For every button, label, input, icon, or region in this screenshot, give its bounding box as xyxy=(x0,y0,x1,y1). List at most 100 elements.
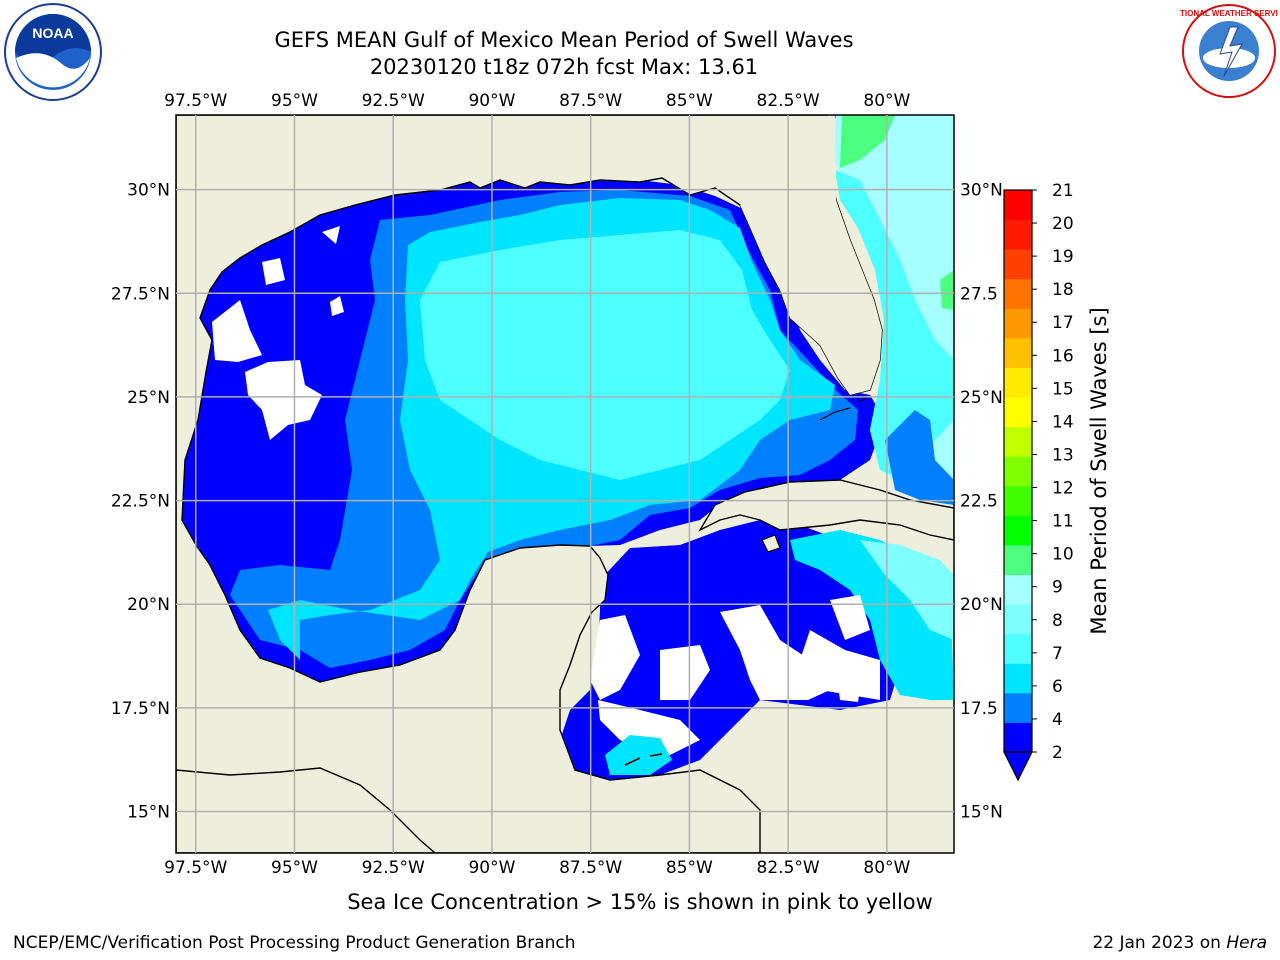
land-florida-fill-fix xyxy=(740,115,882,395)
colorbar-frame xyxy=(1003,189,1033,753)
field-atlantic-green xyxy=(840,115,954,310)
colorbar-segment xyxy=(1004,337,1032,368)
colorbar-tick-label: 4 xyxy=(1052,710,1063,730)
colorbar: 2 4 6 7 8 9 10 11 12 13 14 15 16 17 18 19 20 21 Mean Perio… xyxy=(1003,181,1111,782)
land-keys xyxy=(819,397,867,421)
y-tick-label-left: 27.5°N xyxy=(111,284,170,304)
colorbar-segment xyxy=(1004,249,1032,280)
colorbar-segment xyxy=(1004,308,1032,339)
map-layer xyxy=(176,115,954,853)
x-tick-label-top: 90°W xyxy=(468,91,515,111)
y-tick-label-right: 27.5 xyxy=(960,284,998,304)
pacific-coastline xyxy=(176,767,436,853)
colorbar-segment xyxy=(1004,722,1032,753)
x-tick-label-top: 85°W xyxy=(666,91,713,111)
colorbar-segment xyxy=(1004,633,1032,664)
land-cuba xyxy=(698,479,954,541)
grid-layer xyxy=(176,115,954,853)
nws-logo-text: NATIONAL WEATHER SERVICE xyxy=(1180,9,1278,18)
colorbar-tick-label: 14 xyxy=(1052,412,1074,432)
colorbar-segment xyxy=(1004,515,1032,546)
credit-text: NCEP/EMC/Verification Post Processing Pr… xyxy=(13,933,576,953)
y-tick-label-left: 15°N xyxy=(127,803,170,823)
colorbar-segment xyxy=(1004,485,1032,516)
y-tick-label-left: 25°N xyxy=(127,388,170,408)
colorbar-segment xyxy=(1004,190,1032,221)
x-tick-label-bottom: 82.5°W xyxy=(757,858,820,878)
colorbar-tick-label: 8 xyxy=(1052,611,1063,631)
colorbar-segment xyxy=(1004,574,1032,605)
field-caribbean-south-cyan xyxy=(605,735,672,775)
colorbar-tick-label: 19 xyxy=(1052,247,1074,267)
y-tick-label-right: 25°N xyxy=(960,388,1003,408)
colorbar-segment xyxy=(1004,692,1032,723)
colorbar-tick-label: 21 xyxy=(1052,181,1074,201)
x-tick-label-top: 82.5°W xyxy=(757,91,820,111)
colorbar-extend-arrow xyxy=(1003,751,1033,782)
colorbar-tick-label: 2 xyxy=(1052,743,1063,763)
colorbar-tick-label: 10 xyxy=(1052,545,1074,565)
y-tick-label-left: 20°N xyxy=(127,595,170,615)
x-tick-label-bottom: 90°W xyxy=(468,858,515,878)
colorbar-tick-label: 7 xyxy=(1052,644,1063,664)
x-tick-label-bottom: 87.5°W xyxy=(559,858,622,878)
nws-logo: NATIONAL WEATHER SERVICE xyxy=(1180,4,1278,98)
x-tick-label-top: 80°W xyxy=(863,91,910,111)
field-caribbean-nodata xyxy=(590,595,880,760)
colorbar-segment xyxy=(1004,604,1032,635)
colorbar-segment xyxy=(1004,219,1032,250)
y-tick-label-left: 17.5°N xyxy=(111,699,170,719)
colorbar-tick-label: 9 xyxy=(1052,578,1063,598)
noaa-logo: NOAA xyxy=(4,3,102,101)
colorbar-segment xyxy=(1004,367,1032,398)
colorbar-tick-label: 16 xyxy=(1052,346,1074,366)
x-tick-label-top: 87.5°W xyxy=(559,91,622,111)
noaa-logo-text: NOAA xyxy=(32,25,73,41)
colorbar-tick-label: 15 xyxy=(1052,379,1074,399)
colorbar-tick-label: 11 xyxy=(1052,512,1074,532)
x-tick-label-bottom: 92.5°W xyxy=(362,858,425,878)
field-atlantic-cyan xyxy=(835,170,954,480)
x-tick-label-bottom: 85°W xyxy=(666,858,713,878)
colorbar-tick-label: 13 xyxy=(1052,445,1074,465)
x-tick-label-top: 95°W xyxy=(271,91,318,111)
x-tick-label-bottom: 97.5°W xyxy=(164,858,227,878)
date-text: 22 Jan 2023 on xyxy=(1092,933,1227,953)
y-tick-label-left: 30°N xyxy=(127,181,170,201)
field-gulf-light-cyan xyxy=(420,230,790,480)
tick-layer: 97.5°W 97.5°W 95°W 95°W 92.5°W 92.5°W 90°W 90°W… xyxy=(111,91,1003,878)
field-caribbean-light xyxy=(860,540,954,640)
y-tick-label-left: 22.5°N xyxy=(111,492,170,512)
colorbar-tick-label: 17 xyxy=(1052,313,1074,333)
x-tick-label-top: 97.5°W xyxy=(164,91,227,111)
colorbar-tick-label: 12 xyxy=(1052,479,1074,499)
colorbar-tick-label: 6 xyxy=(1052,677,1063,697)
machine-name: Hera xyxy=(1226,933,1267,953)
date-stamp: 22 Jan 2023 on Hera xyxy=(1092,933,1267,953)
colorbar-segment xyxy=(1004,456,1032,487)
colorbar-segment xyxy=(1004,426,1032,457)
colorbar-tick-label: 20 xyxy=(1052,214,1074,234)
colorbar-tick-label: 18 xyxy=(1052,280,1074,300)
land-jamaica xyxy=(624,753,663,766)
y-tick-label-right: 15°N xyxy=(960,803,1003,823)
colorbar-segment xyxy=(1004,278,1032,309)
sea-ice-note: Sea Ice Concentration > 15% is shown in … xyxy=(347,890,933,914)
colorbar-segment xyxy=(1004,544,1032,576)
x-tick-label-bottom: 95°W xyxy=(271,858,318,878)
chart-subtitle: 20230120 t18z 072h fcst Max: 13.61 xyxy=(369,55,759,79)
y-tick-label-right: 22.5 xyxy=(960,492,998,512)
colorbar-segment xyxy=(1004,397,1032,428)
x-tick-label-bottom: 80°W xyxy=(863,858,910,878)
y-tick-label-right: 17.5 xyxy=(960,699,998,719)
colorbar-label: Mean Period of Swell Waves [s] xyxy=(1087,307,1111,634)
land-isle-of-youth xyxy=(761,534,781,553)
y-tick-label-right: 30°N xyxy=(960,181,1003,201)
y-tick-label-right: 20°N xyxy=(960,595,1003,615)
colorbar-segment xyxy=(1004,663,1032,694)
chart-title: GEFS MEAN Gulf of Mexico Mean Period of … xyxy=(274,28,854,52)
map-frame xyxy=(175,114,955,854)
field-atlantic-blue xyxy=(885,410,954,505)
x-tick-label-top: 92.5°W xyxy=(362,91,425,111)
